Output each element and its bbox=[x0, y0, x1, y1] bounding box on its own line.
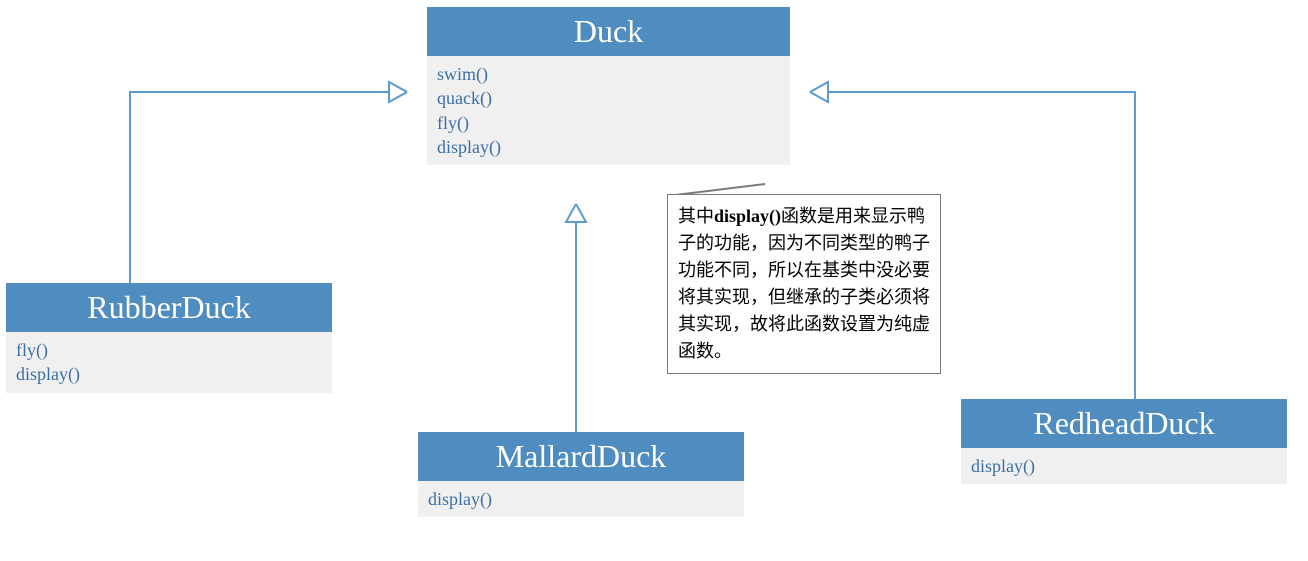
class-body: display() bbox=[418, 481, 744, 517]
class-title: RedheadDuck bbox=[961, 399, 1287, 448]
class-body: display() bbox=[961, 448, 1287, 484]
class-body: fly() display() bbox=[6, 332, 332, 393]
class-rubberduck: RubberDuck fly() display() bbox=[6, 283, 332, 393]
method: quack() bbox=[437, 86, 780, 110]
class-mallardduck: MallardDuck display() bbox=[418, 432, 744, 517]
method: display() bbox=[16, 362, 322, 386]
method: fly() bbox=[437, 111, 780, 135]
class-body: swim() quack() fly() display() bbox=[427, 56, 790, 165]
method: display() bbox=[971, 454, 1277, 478]
method: display() bbox=[437, 135, 780, 159]
note-callout: 其中display()函数是用来显示鸭子的功能，因为不同类型的鸭子功能不同，所以… bbox=[667, 194, 941, 374]
class-title: Duck bbox=[427, 7, 790, 56]
uml-diagram: Duck swim() quack() fly() display() Rubb… bbox=[0, 0, 1308, 561]
method: fly() bbox=[16, 338, 322, 362]
class-redheadduck: RedheadDuck display() bbox=[961, 399, 1287, 484]
note-text-prefix: 其中 bbox=[678, 206, 714, 226]
method: display() bbox=[428, 487, 734, 511]
class-title: MallardDuck bbox=[418, 432, 744, 481]
note-text-bold: display() bbox=[714, 206, 781, 226]
class-duck: Duck swim() quack() fly() display() bbox=[427, 7, 790, 165]
class-title: RubberDuck bbox=[6, 283, 332, 332]
method: swim() bbox=[437, 62, 780, 86]
note-text-rest: 函数是用来显示鸭子的功能，因为不同类型的鸭子功能不同，所以在基类中没必要将其实现… bbox=[678, 206, 930, 361]
